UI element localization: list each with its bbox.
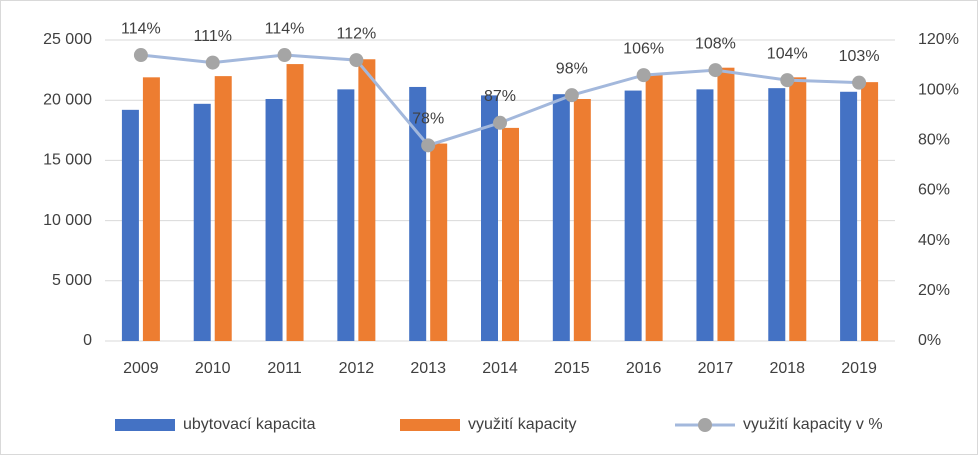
bar <box>430 143 448 341</box>
bar <box>624 90 642 342</box>
x-tick-label: 2015 <box>554 360 590 377</box>
bar <box>717 67 735 341</box>
legend-label: ubytovací kapacita <box>183 416 316 433</box>
bar <box>573 98 591 341</box>
y-tick-label: 10 000 <box>43 212 92 229</box>
bar <box>121 109 139 341</box>
bar <box>696 89 714 341</box>
x-tick-label: 2018 <box>769 360 805 377</box>
line-marker <box>564 88 579 103</box>
y2-tick-label: 40% <box>918 232 950 249</box>
line-marker <box>421 138 436 153</box>
bar <box>645 74 663 341</box>
bar <box>502 127 519 341</box>
line-marker <box>133 48 148 63</box>
line-marker <box>780 73 795 88</box>
bar <box>481 95 498 341</box>
line-marker <box>636 68 651 83</box>
bar <box>768 88 786 341</box>
bar <box>552 94 570 342</box>
bar <box>265 98 283 341</box>
data-label: 78% <box>412 111 444 128</box>
legend-swatch <box>400 419 460 431</box>
bar <box>861 82 879 341</box>
y-tick-label: 20 000 <box>43 91 92 108</box>
y2-tick-label: 120% <box>918 31 959 48</box>
data-label: 106% <box>623 40 664 57</box>
data-label: 114% <box>265 20 305 37</box>
y-tick-label: 0 <box>83 332 92 349</box>
y2-tick-label: 20% <box>918 282 950 299</box>
bar <box>286 64 304 341</box>
line-marker <box>205 55 220 70</box>
x-tick-label: 2010 <box>195 360 231 377</box>
line-marker <box>852 75 867 90</box>
legend-label: využití kapacity <box>468 416 576 433</box>
y-tick-label: 25 000 <box>43 31 92 48</box>
bar <box>193 103 211 341</box>
x-tick-label: 2019 <box>841 360 877 377</box>
x-tick-label: 2011 <box>267 360 302 377</box>
data-label: 114% <box>121 20 161 37</box>
bar <box>789 77 807 341</box>
legend-marker <box>698 418 712 432</box>
x-tick-label: 2014 <box>482 360 518 377</box>
x-tick-label: 2016 <box>626 360 662 377</box>
x-tick-label: 2017 <box>698 360 734 377</box>
y2-tick-label: 80% <box>918 132 950 149</box>
y-tick-label: 5 000 <box>52 272 92 289</box>
data-label: 103% <box>839 48 880 65</box>
y2-tick-label: 100% <box>918 81 959 98</box>
data-label: 87% <box>484 88 516 105</box>
line-marker <box>708 63 723 78</box>
legend-label: využití kapacity v % <box>743 416 883 433</box>
data-label: 98% <box>556 60 588 77</box>
bar <box>214 76 232 342</box>
data-label: 112% <box>336 25 376 42</box>
bar <box>358 59 376 341</box>
bar <box>409 86 427 342</box>
y2-tick-label: 60% <box>918 182 950 199</box>
line-marker <box>493 115 507 130</box>
x-tick-label: 2013 <box>410 360 446 377</box>
line-marker <box>349 53 364 68</box>
data-label: 104% <box>767 45 808 62</box>
x-tick-label: 2009 <box>123 360 159 377</box>
data-label: 108% <box>695 35 736 52</box>
legend-swatch <box>115 419 175 431</box>
y-tick-label: 15 000 <box>43 152 92 169</box>
line-marker <box>277 48 292 63</box>
x-tick-label: 2012 <box>339 360 375 377</box>
bar <box>142 77 160 341</box>
y2-tick-label: 0% <box>918 332 941 349</box>
bar <box>840 91 858 341</box>
bar <box>337 89 355 341</box>
data-label: 111% <box>193 28 232 45</box>
